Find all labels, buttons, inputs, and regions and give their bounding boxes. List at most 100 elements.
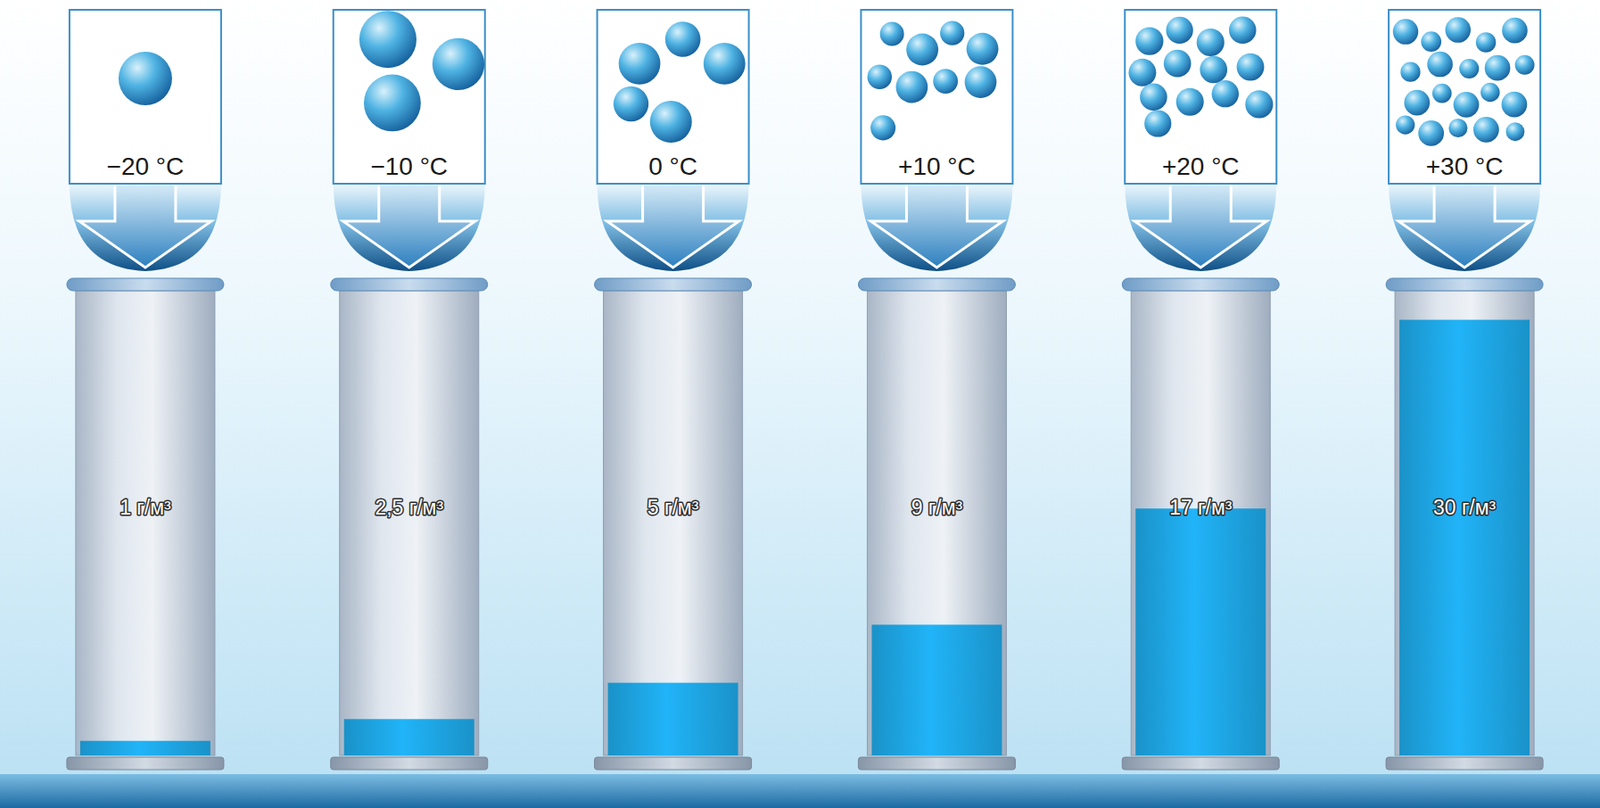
bubble [665, 21, 702, 58]
background [0, 0, 1600, 808]
cylinder-base [330, 757, 488, 770]
bubble [1426, 51, 1453, 78]
arrow [870, 183, 1003, 268]
bubble [1484, 55, 1511, 82]
bubble [870, 115, 896, 141]
bubble [1403, 90, 1430, 116]
box [860, 9, 1013, 184]
bubble [1480, 82, 1500, 102]
bubble [1163, 49, 1192, 78]
vapor-box: 0 °C [597, 9, 750, 272]
bar [1399, 320, 1530, 756]
cylinder-glass [75, 290, 215, 756]
funnel [1388, 183, 1541, 272]
box [597, 9, 750, 184]
category-label: +20 °C [1162, 152, 1240, 181]
vapor-box: −20 °C [69, 9, 222, 272]
bubble [964, 65, 998, 99]
bubble [966, 32, 999, 66]
category-label: 0 °C [648, 152, 698, 181]
bubble [880, 22, 905, 47]
funnel [333, 183, 486, 272]
bubble [363, 74, 421, 132]
bubble [1144, 109, 1172, 137]
box [1124, 9, 1277, 184]
bubble [1418, 120, 1444, 147]
bubble [1196, 28, 1225, 57]
bubble [118, 51, 173, 106]
bar [344, 718, 475, 756]
arrow [343, 183, 476, 268]
bubble [1165, 16, 1193, 44]
category-label: −20 °C [107, 152, 185, 181]
cylinder-rim [66, 278, 224, 291]
bubble [867, 64, 892, 89]
cylinder-base [66, 757, 224, 770]
bubble [359, 10, 417, 68]
cylinder-base [1385, 757, 1543, 770]
cylinder-glass [339, 290, 479, 756]
bubble [1199, 56, 1228, 84]
bar [1135, 508, 1266, 756]
bubble [1420, 31, 1442, 52]
arrow [1398, 183, 1531, 268]
bubble [1128, 58, 1156, 87]
bubble [618, 42, 661, 85]
label-patch [103, 152, 189, 181]
vapor-box: +10 °C [860, 9, 1013, 272]
label-patch [894, 152, 980, 181]
bubble [650, 100, 693, 143]
data-label: 30 г/м³ [1433, 495, 1497, 520]
funnel [860, 183, 1013, 272]
cylinder-rim [1385, 278, 1543, 291]
box [333, 9, 486, 184]
cylinder-glass [1394, 290, 1535, 756]
vapor-box: +30 °C [1388, 9, 1541, 272]
cylinder-rim [1121, 278, 1279, 291]
bubble [895, 71, 928, 104]
data-label: 9 г/м³ [911, 495, 964, 520]
bubble [1476, 32, 1496, 52]
bubble [1501, 17, 1528, 44]
cylinder-parts [66, 278, 1543, 770]
label-patch [644, 152, 702, 181]
funnel [597, 183, 750, 272]
bubble [940, 20, 965, 45]
bubble [932, 68, 958, 94]
bubble [1212, 80, 1239, 108]
bubble [1135, 27, 1163, 56]
bubble [906, 33, 939, 66]
bubble [1501, 91, 1528, 118]
bubble [1515, 55, 1535, 75]
bar [871, 624, 1002, 756]
bubble [1237, 53, 1265, 82]
data-label: 17 г/м³ [1169, 495, 1233, 520]
cylinder-glass [866, 290, 1007, 756]
bubble [1139, 82, 1168, 111]
bubble [703, 42, 746, 85]
arrow [1134, 183, 1267, 268]
cylinder-glass [1130, 290, 1271, 756]
data-labels: 1 г/м³ 2,5 г/м³ 5 г/м³ 9 г/м³ 17 г/м³ 30 г/м³ [119, 495, 1496, 520]
bubble [1459, 58, 1479, 79]
bubble [1445, 16, 1472, 43]
bars [80, 320, 1530, 756]
cylinder-rim [857, 278, 1015, 291]
data-label: 5 г/м³ [647, 495, 700, 520]
bubble [1395, 115, 1415, 134]
cylinder-glass [603, 290, 743, 756]
cylinder-rim [594, 278, 752, 291]
data-label: 2,5 г/м³ [374, 495, 444, 520]
funnel [1124, 183, 1277, 272]
category-label: −10 °C [370, 152, 448, 181]
cylinder-base [594, 757, 752, 770]
bubble [1505, 122, 1525, 141]
bubble [1453, 91, 1480, 118]
bubble [1245, 90, 1273, 118]
cylinders [75, 290, 1535, 756]
arrow [79, 183, 212, 268]
bubble [1448, 118, 1468, 138]
category-label: +10 °C [898, 152, 976, 181]
data-label: 1 г/м³ [119, 495, 172, 520]
bubble [1176, 88, 1205, 116]
